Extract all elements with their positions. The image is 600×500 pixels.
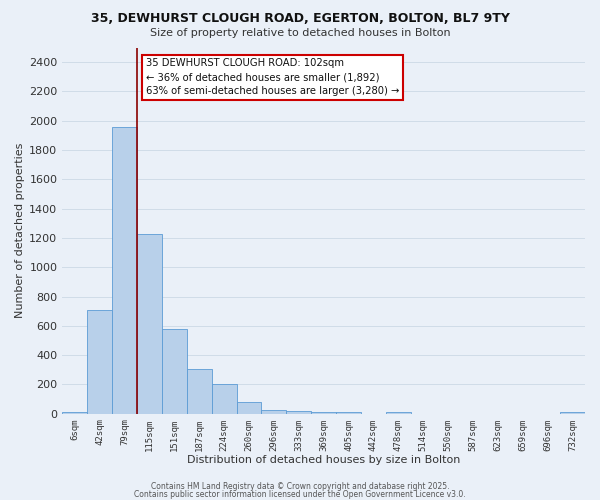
Y-axis label: Number of detached properties: Number of detached properties bbox=[15, 143, 25, 318]
Bar bbox=[236, 402, 262, 413]
Bar bbox=[137, 234, 162, 414]
Bar bbox=[262, 410, 286, 414]
Bar bbox=[87, 310, 112, 414]
Text: 35 DEWHURST CLOUGH ROAD: 102sqm
← 36% of detached houses are smaller (1,892)
63%: 35 DEWHURST CLOUGH ROAD: 102sqm ← 36% of… bbox=[146, 58, 399, 96]
Text: 35, DEWHURST CLOUGH ROAD, EGERTON, BOLTON, BL7 9TY: 35, DEWHURST CLOUGH ROAD, EGERTON, BOLTO… bbox=[91, 12, 509, 26]
Bar bbox=[386, 412, 411, 414]
Bar bbox=[162, 330, 187, 413]
Bar bbox=[311, 412, 336, 414]
Bar bbox=[187, 369, 212, 414]
Bar bbox=[560, 412, 585, 414]
Bar bbox=[112, 126, 137, 414]
Text: Contains public sector information licensed under the Open Government Licence v3: Contains public sector information licen… bbox=[134, 490, 466, 499]
X-axis label: Distribution of detached houses by size in Bolton: Distribution of detached houses by size … bbox=[187, 455, 460, 465]
Bar bbox=[62, 412, 87, 414]
Bar bbox=[212, 384, 236, 414]
Text: Size of property relative to detached houses in Bolton: Size of property relative to detached ho… bbox=[149, 28, 451, 38]
Bar bbox=[336, 412, 361, 414]
Bar bbox=[286, 411, 311, 414]
Text: Contains HM Land Registry data © Crown copyright and database right 2025.: Contains HM Land Registry data © Crown c… bbox=[151, 482, 449, 491]
